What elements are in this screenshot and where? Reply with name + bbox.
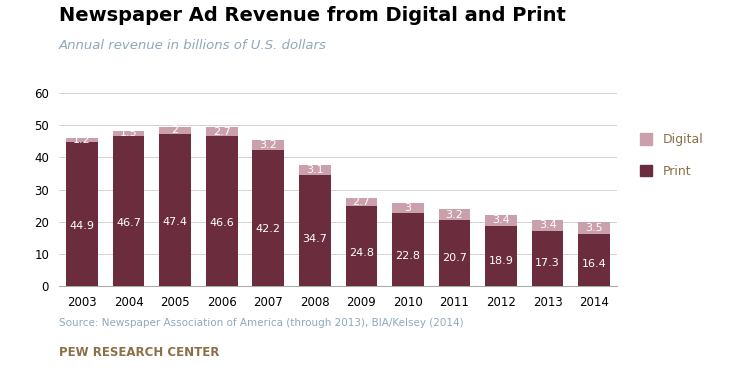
Text: 2.7: 2.7 (353, 197, 370, 207)
Bar (531, 231, 564, 286)
Bar (439, 220, 470, 286)
Text: 20.7: 20.7 (442, 253, 467, 263)
Bar (66, 142, 98, 286)
Bar (299, 164, 331, 174)
Text: 3.2: 3.2 (259, 140, 277, 150)
Bar (299, 174, 331, 286)
Text: 16.4: 16.4 (581, 259, 606, 269)
Text: 3.4: 3.4 (539, 220, 556, 230)
Bar (206, 128, 237, 136)
Bar (159, 134, 191, 286)
Text: 24.8: 24.8 (349, 248, 374, 258)
Bar (252, 140, 284, 150)
Bar (439, 209, 470, 220)
Text: 3.2: 3.2 (445, 209, 463, 219)
Bar (485, 215, 517, 225)
Text: PEW RESEARCH CENTER: PEW RESEARCH CENTER (59, 346, 219, 359)
Text: Source: Newspaper Association of America (through 2013), BIA/Kelsey (2014): Source: Newspaper Association of America… (59, 318, 464, 328)
Bar (578, 234, 610, 286)
Text: Newspaper Ad Revenue from Digital and Print: Newspaper Ad Revenue from Digital and Pr… (59, 6, 566, 25)
Bar (392, 213, 424, 286)
Bar (112, 136, 145, 286)
Bar (252, 150, 284, 286)
Bar (578, 222, 610, 234)
Bar (112, 131, 145, 136)
Text: 1.5: 1.5 (120, 128, 137, 138)
Text: 46.7: 46.7 (116, 218, 141, 228)
Text: 34.7: 34.7 (302, 234, 327, 244)
Bar (159, 127, 191, 134)
Bar (206, 136, 237, 286)
Text: 47.4: 47.4 (162, 217, 187, 227)
Text: 2.7: 2.7 (213, 127, 231, 137)
Text: 46.6: 46.6 (209, 218, 234, 228)
Text: 2: 2 (171, 125, 179, 135)
Text: 3.1: 3.1 (306, 164, 323, 174)
Text: 22.8: 22.8 (395, 251, 420, 260)
Text: 3.4: 3.4 (492, 215, 510, 225)
Bar (66, 138, 98, 142)
Bar (392, 203, 424, 213)
Bar (531, 220, 564, 231)
Text: 17.3: 17.3 (535, 258, 560, 268)
Legend: Digital, Print: Digital, Print (635, 128, 708, 183)
Bar (345, 198, 377, 206)
Text: 44.9: 44.9 (70, 221, 95, 231)
Text: 42.2: 42.2 (256, 224, 281, 234)
Bar (485, 225, 517, 286)
Text: 3: 3 (404, 203, 412, 213)
Text: 18.9: 18.9 (489, 256, 514, 266)
Text: Annual revenue in billions of U.S. dollars: Annual revenue in billions of U.S. dolla… (59, 39, 326, 52)
Text: 1.2: 1.2 (74, 135, 91, 145)
Text: 3.5: 3.5 (585, 223, 603, 233)
Bar (345, 206, 377, 286)
